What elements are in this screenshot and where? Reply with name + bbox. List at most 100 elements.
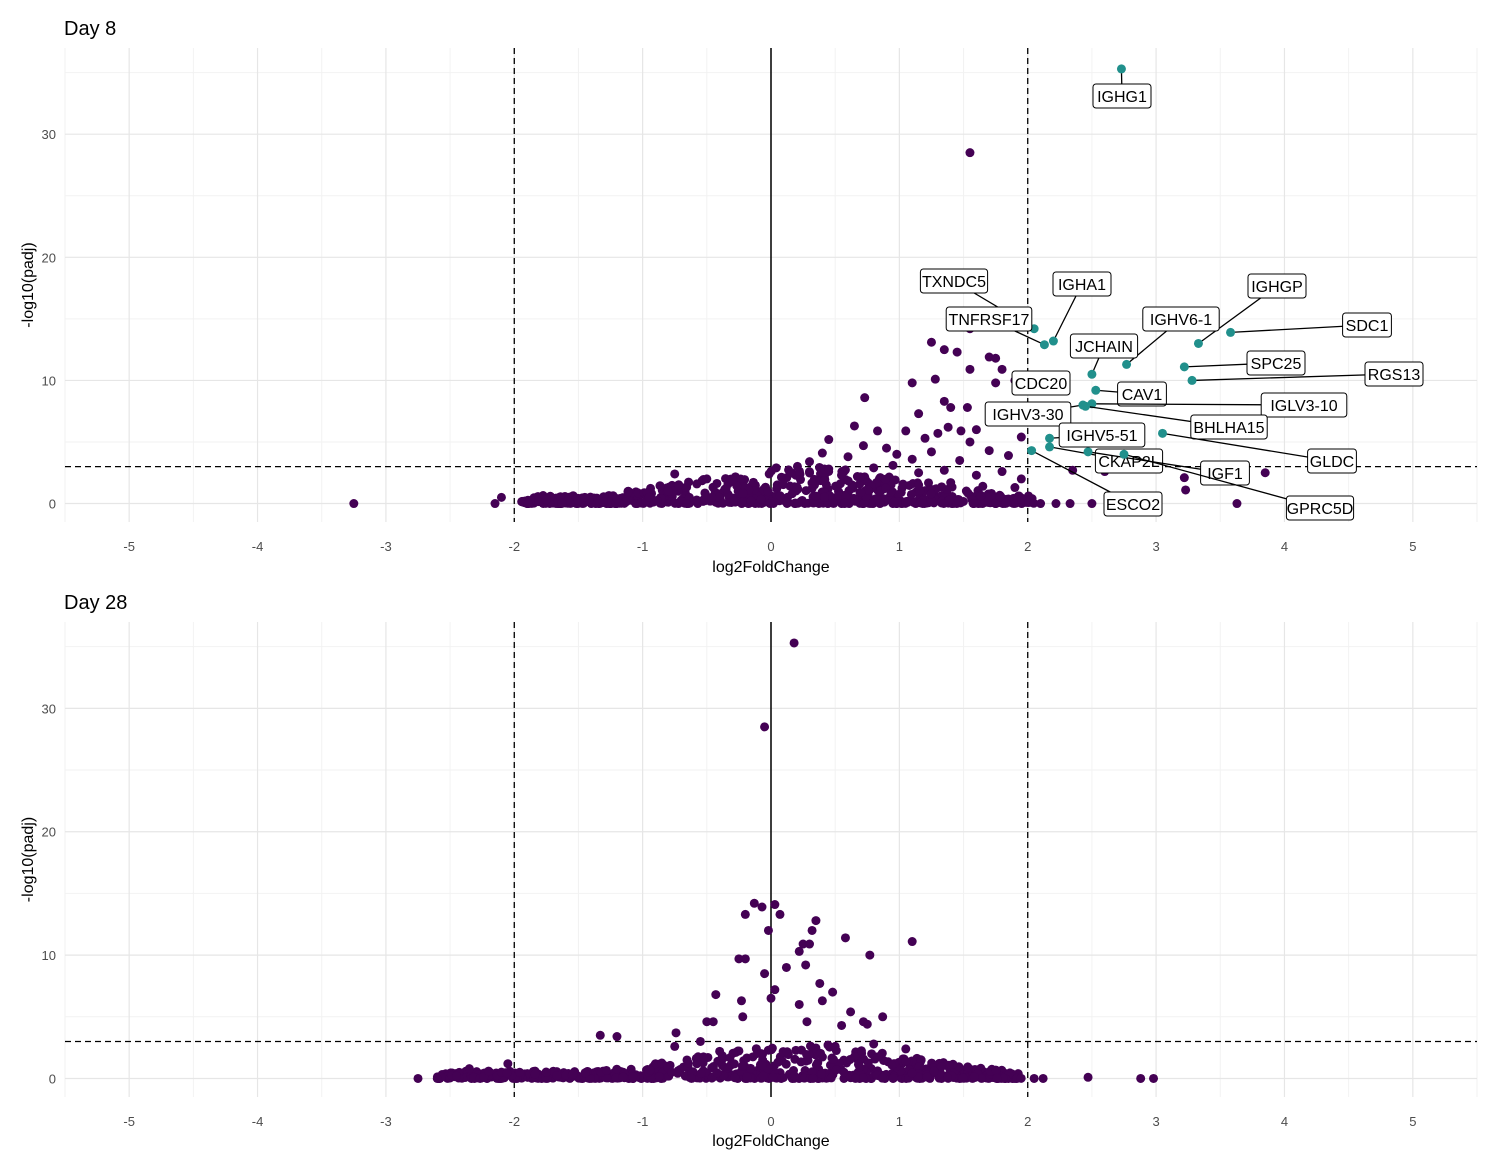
gene-label: BHLHA15 — [1193, 420, 1264, 437]
data-point — [802, 1049, 812, 1059]
data-point — [782, 1047, 792, 1057]
data-point — [839, 1067, 849, 1077]
data-point — [887, 1060, 897, 1070]
data-point — [776, 472, 786, 482]
significant-point — [1122, 359, 1132, 369]
data-point — [1038, 1073, 1048, 1083]
significant-point — [1226, 327, 1236, 337]
data-point — [746, 1063, 756, 1073]
data-point — [943, 422, 953, 432]
gene-label: CDC20 — [1015, 376, 1068, 393]
data-point — [811, 491, 821, 501]
x-tick-label: 2 — [1024, 1114, 1031, 1129]
data-point — [760, 722, 770, 732]
data-point — [557, 498, 567, 508]
data-point — [811, 1060, 821, 1070]
x-tick-label: -1 — [637, 1114, 649, 1129]
gene-label: RGS13 — [1368, 367, 1421, 384]
data-point — [758, 1071, 768, 1081]
data-point — [708, 1017, 718, 1027]
data-point — [971, 470, 981, 480]
data-point — [817, 1069, 827, 1079]
data-point — [737, 1061, 747, 1071]
data-point — [971, 425, 981, 435]
data-point — [736, 996, 746, 1006]
data-point — [765, 499, 775, 509]
significant-point — [1045, 433, 1055, 443]
data-point — [849, 494, 859, 504]
data-point — [770, 985, 780, 995]
data-point — [1010, 483, 1020, 493]
significant-point — [1027, 446, 1037, 456]
x-tick-label: -3 — [380, 1114, 392, 1129]
data-point — [969, 1072, 979, 1082]
y-tick-label: 0 — [49, 1071, 56, 1086]
data-point — [645, 1065, 655, 1075]
data-point — [907, 454, 917, 464]
data-point — [855, 472, 865, 482]
panel-title: Day 28 — [64, 592, 127, 614]
data-point — [1260, 468, 1270, 478]
gene-label: GPRC5D — [1287, 501, 1354, 518]
data-point — [831, 1065, 841, 1075]
data-point — [718, 498, 728, 508]
data-point — [670, 498, 680, 508]
data-point — [670, 469, 680, 479]
data-point — [711, 990, 721, 1000]
data-point — [939, 345, 949, 355]
data-point — [479, 1072, 489, 1082]
data-point — [807, 925, 817, 935]
y-axis-title: -log10(padj) — [20, 242, 37, 327]
data-point — [781, 962, 791, 972]
data-point — [612, 1032, 622, 1042]
data-point — [858, 441, 868, 451]
significant-point — [1158, 428, 1168, 438]
data-point — [955, 455, 965, 465]
data-point — [695, 1036, 705, 1046]
data-point — [742, 1072, 752, 1082]
data-point — [652, 495, 662, 505]
data-point — [930, 374, 940, 384]
data-point — [464, 1064, 474, 1074]
x-axis-title: log2FoldChange — [712, 1133, 830, 1150]
data-point — [824, 435, 834, 445]
data-point — [766, 993, 776, 1003]
data-point — [984, 446, 994, 456]
data-point — [757, 902, 767, 912]
data-point — [773, 1057, 783, 1067]
data-point — [1016, 494, 1026, 504]
x-tick-label: -4 — [252, 1114, 264, 1129]
data-point — [1029, 1073, 1039, 1083]
y-axis-title: -log10(padj) — [20, 817, 37, 902]
data-point — [1181, 485, 1191, 495]
x-tick-label: 4 — [1281, 539, 1288, 554]
data-point — [961, 486, 971, 496]
data-point — [1149, 1073, 1159, 1083]
data-point — [824, 464, 834, 474]
data-point — [738, 488, 748, 498]
data-point — [942, 1072, 952, 1082]
data-point — [804, 467, 814, 477]
x-tick-label: 0 — [767, 539, 774, 554]
data-point — [954, 496, 964, 506]
data-point — [623, 487, 633, 497]
gene-label: IGHV3-30 — [992, 407, 1063, 424]
gene-label-box — [1307, 448, 1357, 474]
significant-point — [1179, 362, 1189, 372]
data-point — [670, 1041, 680, 1051]
gene-label: IGLV3-10 — [1270, 398, 1337, 415]
data-point — [568, 1069, 578, 1079]
data-point — [926, 447, 936, 457]
x-tick-label: 2 — [1024, 539, 1031, 554]
data-point — [926, 489, 936, 499]
gene-label: CAV1 — [1122, 387, 1163, 404]
data-point — [860, 393, 870, 403]
data-point — [1003, 451, 1013, 461]
data-point — [991, 353, 1001, 363]
data-point — [906, 489, 916, 499]
data-point — [819, 476, 829, 486]
data-point — [1051, 499, 1061, 509]
data-point — [756, 494, 766, 504]
gene-label-box — [919, 268, 989, 294]
